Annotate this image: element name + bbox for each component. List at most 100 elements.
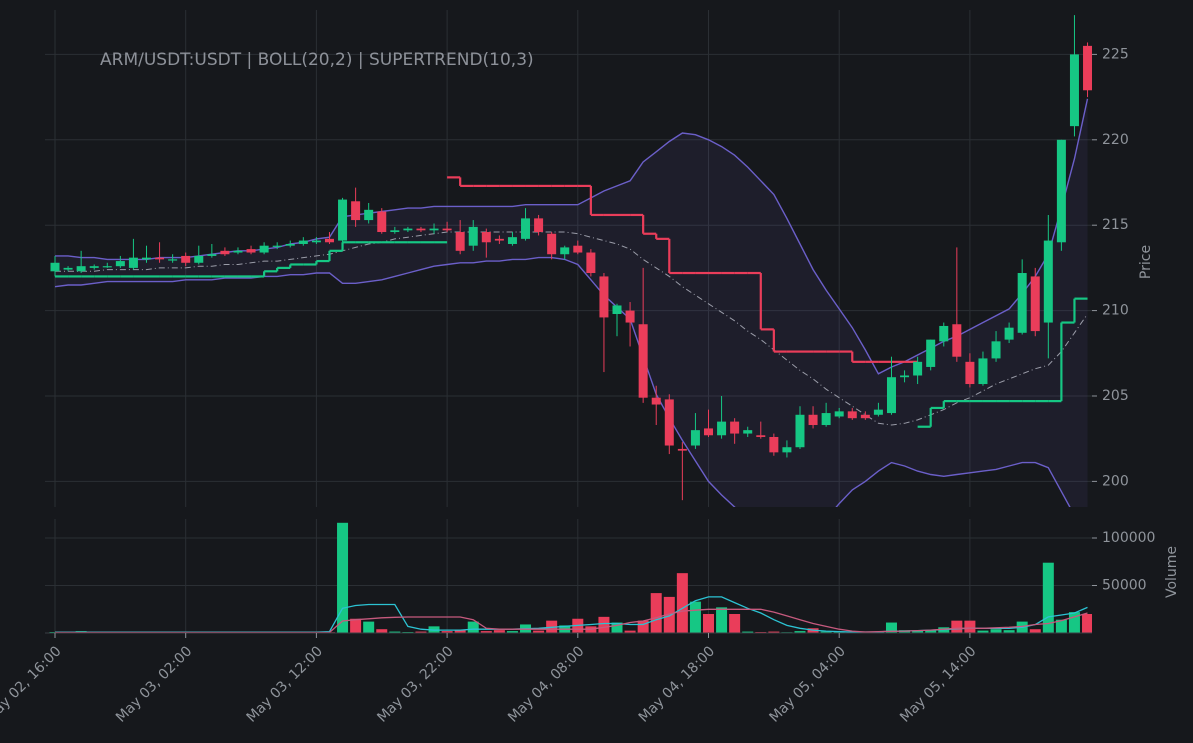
volume-bar [611,622,623,633]
candle-body [612,305,622,315]
price-panel [50,15,1092,507]
candle-body [377,211,387,233]
y-tick-label: 100000 [1102,530,1155,546]
volume-axis-label: Volume [1164,546,1180,598]
volume-bar [454,630,466,633]
y-tick-label: 50000 [1102,578,1147,594]
volume-bar [729,614,741,633]
candle-body [599,276,609,318]
candle-body [442,228,452,231]
candle-body [324,238,334,243]
volume-bar [506,631,518,633]
y-tick-label: 225 [1102,46,1129,62]
candle-body [1069,54,1079,127]
volume-bar [598,616,610,633]
candle-body [194,255,204,263]
candle-body [1056,139,1066,243]
volume-bar [885,622,897,633]
volume-bar [350,618,362,633]
candle-body [285,243,295,246]
candle-body [507,237,517,244]
candle-body [978,358,988,385]
volume-bar [415,631,427,633]
candle-body [115,261,125,267]
volume-bar [951,620,963,633]
candle-body [965,361,975,385]
volume-bar [493,630,505,633]
candle-body [272,245,282,247]
candle-body [403,228,413,231]
candle-body [795,414,805,448]
candle-body [900,375,910,378]
candle-body [1017,273,1027,333]
volume-bar [441,631,453,633]
volume-bar [833,631,845,633]
candle-body [730,421,740,434]
bollinger-lower [54,256,1071,507]
candle-body [364,209,374,221]
candle-body [141,257,151,260]
volume-bar [1042,562,1054,633]
candle-body [560,247,570,255]
candle-body [625,310,635,323]
volume-bar [637,620,649,633]
candle-body [704,428,713,436]
candle-body [743,430,753,434]
candle-body [547,233,557,255]
candle-body [455,232,465,251]
candle-body [259,245,269,253]
candle-body [717,421,727,436]
volume-bar [768,631,780,633]
volume-bar [467,621,479,633]
candle-body [886,377,896,414]
candle-body [664,399,674,446]
volume-bar [337,522,349,633]
volume-bar [990,629,1002,633]
volume-bar [689,601,701,633]
volume-bar [820,631,832,633]
candle-body [481,232,491,243]
candle-body [534,218,544,233]
y-tick-label: 220 [1102,132,1129,148]
volume-bar [794,631,806,633]
candle-body [1043,240,1053,323]
volume-bar [676,573,688,633]
candle-body [181,255,191,263]
candle-body [390,230,400,233]
candle-body [939,325,949,342]
volume-bar [1055,619,1067,633]
candle-body [128,257,138,268]
candle-body [468,226,478,246]
candle-body [913,361,923,376]
y-tick-label: 200 [1102,473,1129,489]
candle-body [63,267,73,270]
candle-body [638,324,648,398]
candle-body [952,324,962,357]
candle-body [873,409,883,415]
volume-bar [376,629,388,633]
candle-body [246,249,256,253]
candle-body [298,240,308,244]
candle-body [155,257,165,260]
candle-body [233,250,243,253]
chart-title: ARM/USDT:USDT | BOLL(20,2) | SUPERTREND(… [100,50,534,70]
volume-bar [389,631,401,633]
candle-body [351,201,361,221]
y-tick-label: 210 [1102,303,1129,319]
candle-body [1083,45,1092,91]
candle-body [847,411,857,419]
candle-body [782,447,792,453]
candle-body [429,228,439,231]
volume-bar [663,596,675,633]
candle-body [207,254,217,256]
volume-bar [703,614,714,633]
candle-body [756,435,766,437]
volume-bar [1068,612,1080,633]
candle-body [808,414,818,426]
candle-body [338,199,348,241]
volume-bar [925,630,937,633]
volume-bar [977,630,989,633]
candle-body [1030,276,1040,332]
candle-body [76,266,86,272]
